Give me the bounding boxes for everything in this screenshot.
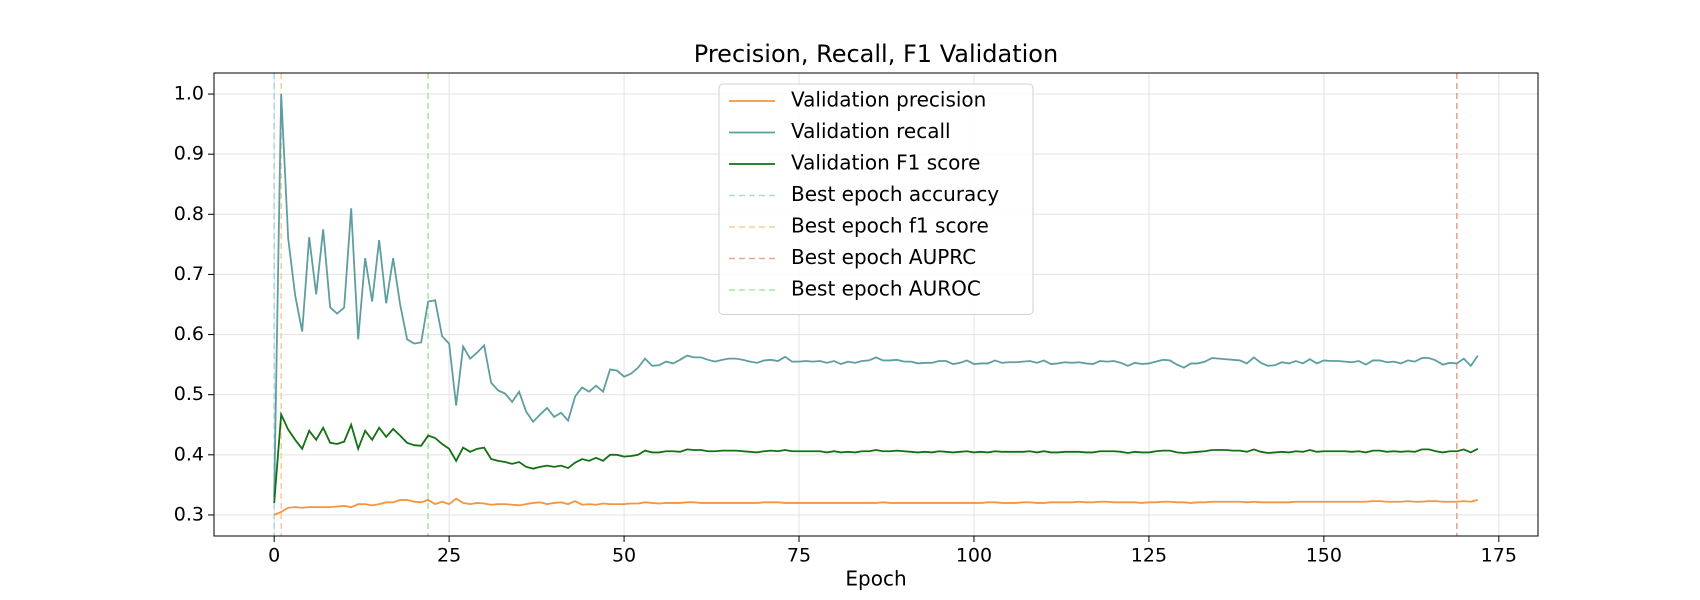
x-axis-label: Epoch (845, 567, 906, 591)
x-tick-label: 0 (268, 545, 280, 567)
y-tick-label: 0.8 (174, 203, 204, 225)
legend-label: Best epoch AUPRC (791, 245, 976, 269)
chart-title: Precision, Recall, F1 Validation (694, 40, 1058, 68)
y-tick-label: 0.9 (174, 143, 204, 165)
legend-box (718, 83, 1034, 315)
x-tick-label: 150 (1306, 545, 1342, 567)
legend-label: Best epoch AUROC (791, 277, 981, 301)
plot-frame (213, 72, 1539, 537)
x-tick-label: 50 (612, 545, 636, 567)
x-tick-label: 175 (1481, 545, 1517, 567)
legend-label: Validation precision (791, 88, 986, 112)
legend-label: Best epoch f1 score (791, 214, 989, 238)
legend-label: Validation F1 score (791, 151, 980, 175)
x-tick-label: 25 (437, 545, 461, 567)
series-line (273, 94, 1479, 497)
x-tick-label: 125 (1131, 545, 1167, 567)
y-tick-label: 0.5 (174, 383, 204, 405)
y-tick-label: 0.6 (174, 323, 204, 345)
y-tick-label: 0.7 (174, 263, 204, 285)
y-tick-label: 0.4 (174, 443, 204, 465)
series-line (273, 411, 1479, 504)
y-tick-label: 1.0 (174, 83, 204, 105)
legend-label: Best epoch accuracy (791, 182, 999, 206)
series-line (273, 497, 1479, 516)
x-tick-label: 100 (956, 545, 992, 567)
legend-label: Validation recall (791, 119, 951, 143)
y-tick-label: 0.3 (174, 503, 204, 525)
x-tick-label: 75 (787, 545, 811, 567)
